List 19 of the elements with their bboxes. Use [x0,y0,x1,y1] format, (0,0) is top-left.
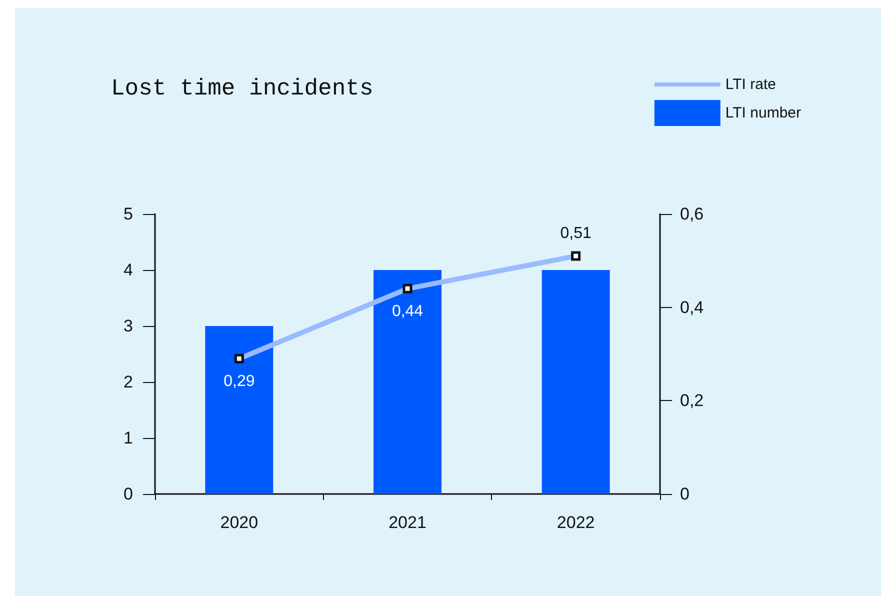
legend-label: LTI rate [725,76,776,93]
y2-tick-label: 0,4 [680,298,704,317]
x-tick-label: 2020 [220,513,258,532]
y-tick-label: 2 [124,372,133,392]
y2-tick-label: 0,6 [680,204,704,224]
y-tick-label: 0 [124,484,133,504]
data-label: 0,44 [392,302,424,320]
y-tick-label: 4 [124,260,133,280]
y2-tick-label: 0,2 [680,391,704,410]
x-tick-label: 2021 [388,513,426,532]
y-tick-label: 1 [124,428,133,448]
x-tick-label: 2022 [556,513,595,532]
data-label: 0,29 [224,372,255,390]
y-tick-label: 5 [124,204,133,224]
y2-tick-label: 0 [680,484,690,504]
data-label: 0,51 [560,224,592,242]
chart-title: Lost time incidents [111,76,374,102]
legend-label: LTI number [725,104,802,122]
y-tick-label: 3 [124,316,133,336]
